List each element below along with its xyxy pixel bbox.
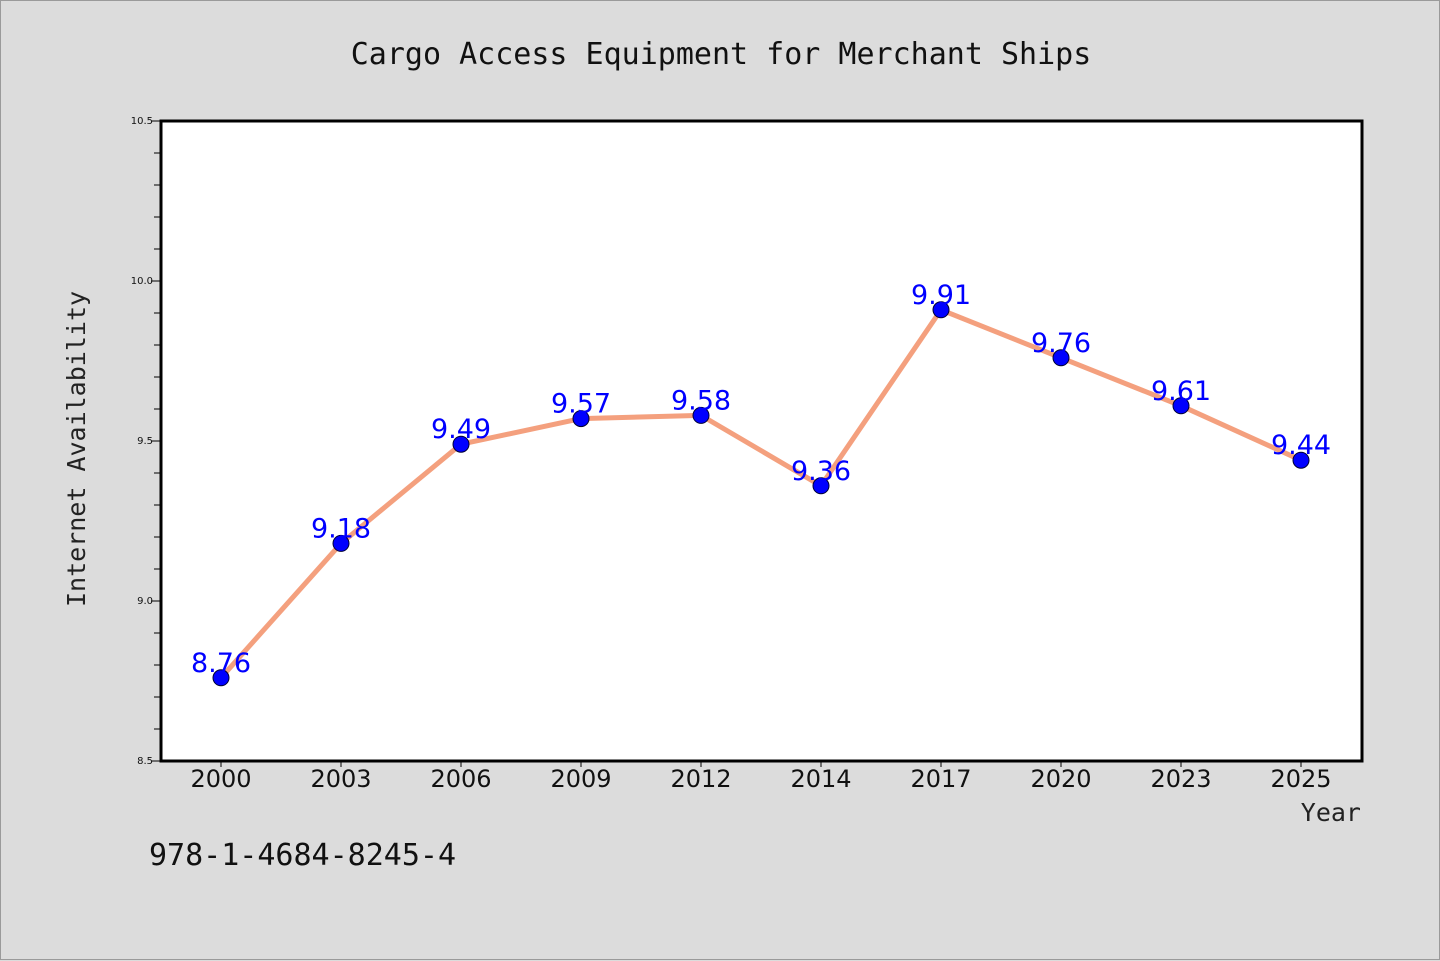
series-line xyxy=(218,307,1304,681)
data-point xyxy=(452,435,470,453)
data-label: 9.91 xyxy=(911,280,971,311)
data-point xyxy=(572,410,590,428)
y-axis: 8.5 9.0 9.5 10.0 10.5 xyxy=(131,116,161,767)
x-tick-label: 2025 xyxy=(1270,765,1331,793)
x-tick-label: 2014 xyxy=(790,765,851,793)
data-label: 9.76 xyxy=(1031,328,1091,359)
plot-area xyxy=(159,119,1364,763)
data-point xyxy=(692,406,710,424)
x-axis: 2000 2003 2006 2009 2012 2014 2017 2020 2023 2025 xyxy=(190,761,1332,793)
series-markers-group xyxy=(212,301,1310,687)
y-tick-label: 8.5 xyxy=(137,756,153,767)
y-tick-label: 9.0 xyxy=(137,596,153,607)
data-point xyxy=(1172,397,1190,415)
data-point xyxy=(812,477,830,495)
data-point xyxy=(1292,451,1310,469)
data-point xyxy=(932,301,950,319)
x-tick-label: 2020 xyxy=(1030,765,1091,793)
x-tick-label: 2023 xyxy=(1150,765,1211,793)
data-labels-group: 8.76 9.18 9.49 9.57 9.58 9.36 9.91 9.76 9.61 9.44 xyxy=(191,280,1331,679)
x-tick-label: 2012 xyxy=(670,765,731,793)
y-tick-label: 9.5 xyxy=(137,436,153,447)
footer-code: 978-1-4684-8245-4 xyxy=(149,838,456,873)
data-point xyxy=(332,534,350,552)
y-axis-label: Internet Availability xyxy=(62,291,91,607)
x-tick-label: 2000 xyxy=(190,765,251,793)
data-point xyxy=(212,669,230,687)
y-tick-label: 10.5 xyxy=(131,116,153,127)
x-axis-label: Year xyxy=(1301,798,1361,827)
data-label: 9.57 xyxy=(551,389,611,420)
series-line-group xyxy=(218,307,1304,681)
x-tick-label: 2017 xyxy=(910,765,971,793)
chart-title: Cargo Access Equipment for Merchant Ship… xyxy=(351,37,1092,72)
data-label: 9.61 xyxy=(1151,376,1211,407)
data-label: 9.58 xyxy=(671,385,731,416)
data-label: 9.44 xyxy=(1271,430,1331,461)
data-label: 9.49 xyxy=(431,414,491,445)
data-label: 9.36 xyxy=(791,456,851,487)
data-label: 8.76 xyxy=(191,648,251,679)
y-tick-label: 10.0 xyxy=(131,276,153,287)
data-point xyxy=(1052,349,1070,367)
x-tick-label: 2009 xyxy=(550,765,611,793)
x-tick-label: 2003 xyxy=(310,765,371,793)
x-tick-label: 2006 xyxy=(430,765,491,793)
data-label: 9.18 xyxy=(311,513,371,544)
